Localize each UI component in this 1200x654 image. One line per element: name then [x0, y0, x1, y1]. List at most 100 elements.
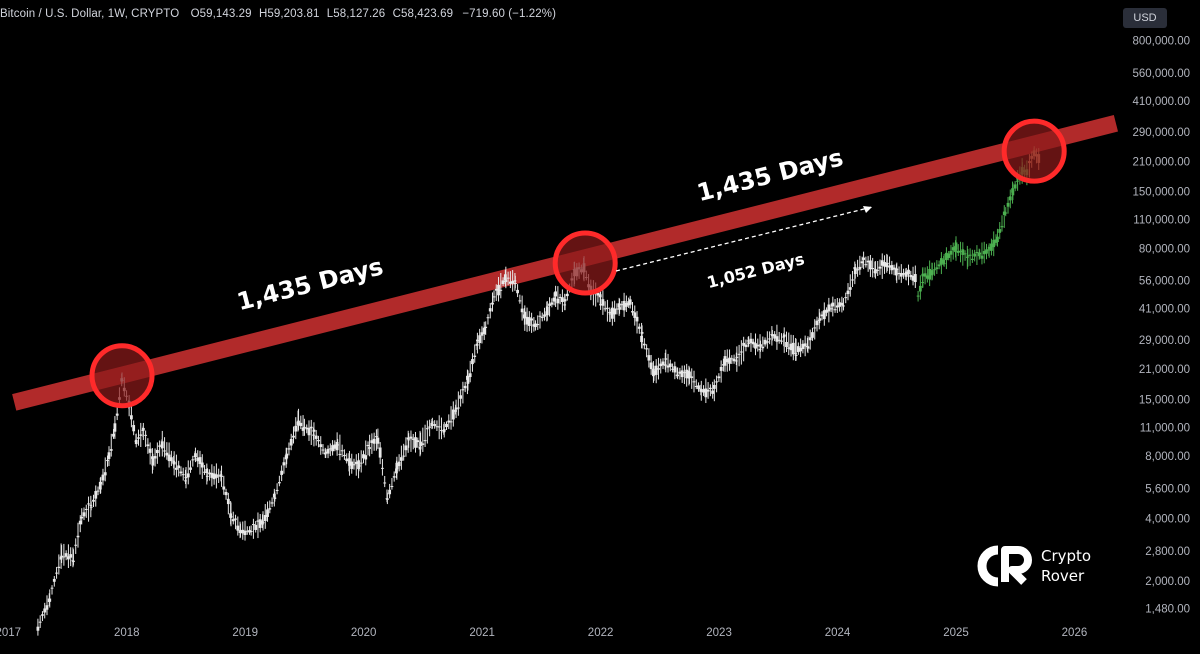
candle-body — [794, 354, 798, 356]
open-label: O — [190, 8, 200, 20]
candle-body — [181, 474, 185, 476]
candle-body — [678, 371, 682, 374]
price-candle — [314, 430, 318, 446]
candle-body — [261, 522, 265, 524]
candle-body — [113, 423, 117, 432]
projection-candle — [998, 222, 1002, 240]
x-axis[interactable]: 2017 2018 2019 2020 2021 2022 2023 2024 2025 2026 — [0, 627, 1087, 639]
candle-body — [982, 250, 986, 255]
price-candle — [647, 348, 651, 368]
candle-body — [543, 314, 546, 317]
price-candle — [635, 311, 639, 334]
high-label: H — [258, 8, 268, 20]
y-axis[interactable]: 800,000.00 560,000.00 410,000.00 290,000.00… — [1132, 36, 1190, 616]
candle-body — [134, 439, 138, 445]
candle-body — [550, 302, 554, 305]
annotation-small-label: 1,052 Days — [705, 249, 806, 292]
y-tick-label: 410,000.00 — [1132, 96, 1190, 108]
price-candle — [179, 466, 183, 477]
candle-body — [608, 313, 612, 315]
candle-body — [383, 482, 387, 484]
candle-body — [719, 366, 723, 371]
price-candle — [513, 275, 517, 289]
candle-body — [759, 344, 762, 347]
candle-body — [654, 365, 658, 375]
candle-body — [447, 420, 451, 423]
price-candle — [702, 385, 705, 396]
candle-body — [664, 358, 668, 360]
x-tick-label: 2022 — [588, 627, 614, 639]
candle-body — [163, 450, 166, 452]
price-candle — [678, 367, 682, 380]
price-candle — [563, 294, 567, 311]
x-tick-label: 2018 — [114, 627, 140, 639]
price-candle — [372, 432, 376, 451]
currency-button[interactable]: USD — [1123, 8, 1167, 28]
candle-body — [348, 458, 351, 466]
candle-body — [435, 426, 439, 428]
projection-candle — [937, 260, 941, 270]
candle-body — [492, 296, 496, 298]
candle-body — [806, 346, 810, 349]
candle-body — [860, 261, 864, 264]
price-candle — [336, 438, 340, 448]
price-candle — [273, 491, 277, 502]
candle-body — [297, 420, 300, 425]
price-candle — [463, 381, 467, 393]
price-candle — [803, 335, 807, 357]
price-candle — [333, 440, 337, 452]
candle-body — [880, 260, 884, 266]
price-candle — [777, 331, 781, 344]
candle-body — [985, 249, 988, 254]
candle-body — [787, 347, 791, 349]
price-candle — [285, 447, 289, 465]
candle-body — [107, 452, 111, 459]
price-candle — [680, 365, 684, 383]
price-candle — [370, 433, 374, 454]
candle-body — [846, 290, 850, 295]
price-candle — [642, 338, 646, 350]
projection-candle — [939, 252, 943, 275]
price-candle — [87, 496, 90, 522]
price-candle — [883, 255, 886, 274]
candle-body — [305, 427, 309, 430]
price-candle — [354, 454, 358, 476]
y-tick-label: 4,000.00 — [1145, 514, 1190, 526]
price-candle — [395, 456, 399, 480]
candle-body — [961, 249, 965, 255]
price-candle — [169, 450, 173, 467]
candle-body — [933, 269, 936, 271]
price-candle — [82, 507, 86, 521]
candle-body — [603, 308, 607, 310]
candle-body — [494, 288, 498, 291]
price-candle — [64, 550, 68, 561]
candle-body — [362, 454, 365, 459]
price-candle — [92, 494, 95, 507]
candle-body — [115, 413, 119, 416]
price-candle — [613, 300, 617, 322]
price-candle — [312, 422, 316, 447]
price-candle — [62, 543, 66, 566]
candle-body — [129, 415, 133, 420]
candle-body — [835, 305, 839, 308]
price-candle — [280, 465, 284, 482]
candle-body — [461, 389, 465, 391]
candle-body — [558, 296, 562, 298]
price-candle — [69, 547, 73, 567]
candle-body — [942, 263, 946, 265]
candle-body — [89, 506, 93, 508]
price-candle — [38, 615, 42, 628]
candle-body — [866, 260, 870, 263]
candle-body — [285, 453, 289, 459]
projection-candle — [985, 243, 988, 260]
price-candle — [210, 464, 214, 487]
price-candle — [618, 299, 621, 314]
price-candle — [466, 370, 470, 391]
candle-body — [725, 358, 729, 363]
candle-body — [445, 423, 448, 428]
price-candle — [181, 467, 185, 481]
price-candle — [895, 262, 899, 284]
candle-body — [892, 267, 896, 270]
candle-body — [137, 437, 140, 439]
